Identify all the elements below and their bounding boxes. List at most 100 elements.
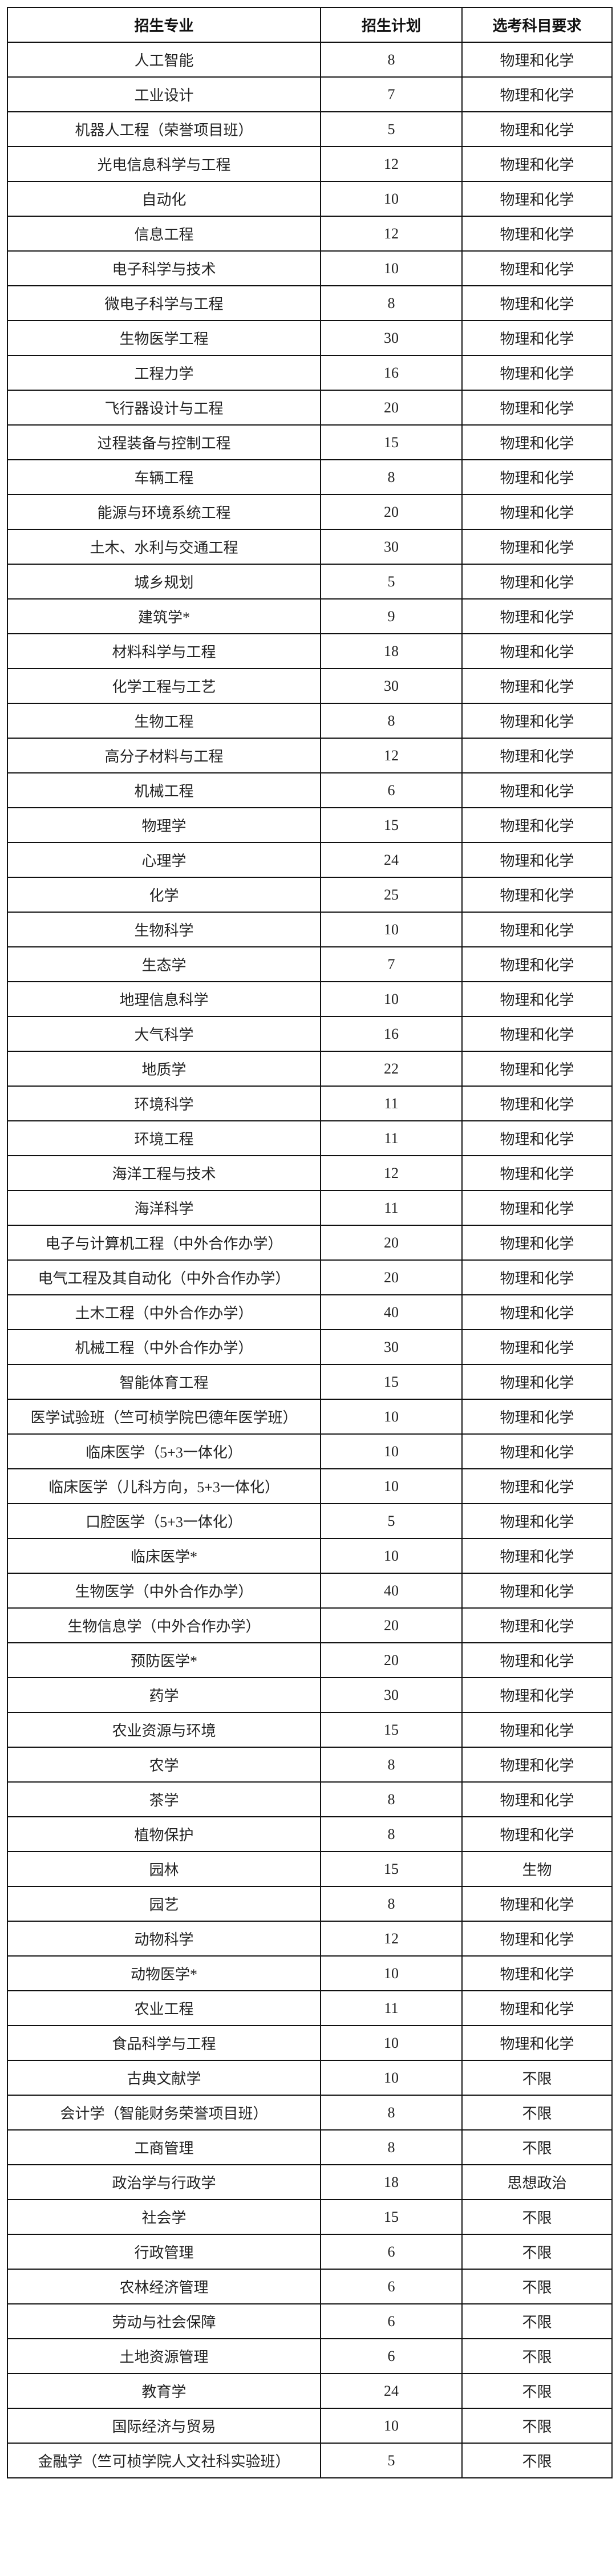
header-subject-requirement: 选考科目要求 [461, 7, 613, 43]
table-row: 化学工程与工艺 30 物理和化学 [7, 668, 613, 704]
table-row: 劳动与社会保障 6 不限 [7, 2303, 613, 2339]
cell-quota: 6 [320, 2303, 463, 2339]
cell-subject-requirement: 物理和化学 [461, 459, 613, 495]
table-row: 生物医学工程 30 物理和化学 [7, 320, 613, 356]
table-row: 教育学 24 不限 [7, 2373, 613, 2409]
header-major: 招生专业 [7, 7, 321, 43]
cell-major: 农学 [7, 1747, 321, 1783]
cell-quota: 6 [320, 2338, 463, 2374]
cell-major: 大气科学 [7, 1016, 321, 1052]
cell-quota: 12 [320, 1921, 463, 1957]
cell-major: 会计学（智能财务荣誉项目班） [7, 2095, 321, 2131]
table-row: 口腔医学（5+3一体化） 5 物理和化学 [7, 1503, 613, 1539]
cell-quota: 6 [320, 772, 463, 808]
cell-major: 电子科学与技术 [7, 250, 321, 286]
cell-quota: 5 [320, 111, 463, 147]
table-row: 大气科学 16 物理和化学 [7, 1016, 613, 1052]
table-row: 工业设计 7 物理和化学 [7, 76, 613, 112]
cell-major: 信息工程 [7, 216, 321, 252]
cell-major: 茶学 [7, 1781, 321, 1817]
cell-major: 城乡规划 [7, 564, 321, 600]
cell-subject-requirement: 物理和化学 [461, 842, 613, 878]
table-row: 微电子科学与工程 8 物理和化学 [7, 285, 613, 321]
cell-quota: 20 [320, 390, 463, 426]
table-row: 能源与环境系统工程 20 物理和化学 [7, 494, 613, 530]
cell-major: 动物医学* [7, 1955, 321, 1991]
cell-major: 教育学 [7, 2373, 321, 2409]
cell-major: 地质学 [7, 1051, 321, 1087]
cell-subject-requirement: 物理和化学 [461, 76, 613, 112]
cell-quota: 8 [320, 42, 463, 78]
table-row: 金融学（竺可桢学院人文社科实验班） 5 不限 [7, 2443, 613, 2478]
table-row: 机械工程（中外合作办学） 30 物理和化学 [7, 1329, 613, 1365]
cell-major: 高分子材料与工程 [7, 738, 321, 773]
table-row: 植物保护 8 物理和化学 [7, 1816, 613, 1852]
cell-quota: 15 [320, 807, 463, 843]
cell-major: 临床医学* [7, 1538, 321, 1574]
cell-subject-requirement: 物理和化学 [461, 1051, 613, 1087]
cell-quota: 24 [320, 842, 463, 878]
cell-subject-requirement: 物理和化学 [461, 564, 613, 600]
cell-major: 机械工程（中外合作办学） [7, 1329, 321, 1365]
cell-quota: 40 [320, 1573, 463, 1609]
cell-subject-requirement: 物理和化学 [461, 320, 613, 356]
cell-quota: 6 [320, 2269, 463, 2304]
table-row: 预防医学* 20 物理和化学 [7, 1642, 613, 1678]
cell-quota: 5 [320, 564, 463, 600]
table-row: 建筑学* 9 物理和化学 [7, 598, 613, 634]
cell-subject-requirement: 物理和化学 [461, 1712, 613, 1748]
table-row: 农学 8 物理和化学 [7, 1747, 613, 1783]
cell-major: 光电信息科学与工程 [7, 146, 321, 182]
cell-subject-requirement: 不限 [461, 2338, 613, 2374]
cell-subject-requirement: 不限 [461, 2408, 613, 2444]
table-row: 车辆工程 8 物理和化学 [7, 459, 613, 495]
table-row: 园林 15 生物 [7, 1851, 613, 1887]
cell-subject-requirement: 物理和化学 [461, 912, 613, 947]
cell-subject-requirement: 物理和化学 [461, 1781, 613, 1817]
cell-major: 人工智能 [7, 42, 321, 78]
table-row: 古典文献学 10 不限 [7, 2060, 613, 2096]
cell-subject-requirement: 物理和化学 [461, 494, 613, 530]
cell-subject-requirement: 物理和化学 [461, 807, 613, 843]
cell-subject-requirement: 物理和化学 [461, 1399, 613, 1435]
cell-major: 过程装备与控制工程 [7, 424, 321, 460]
cell-quota: 8 [320, 1781, 463, 1817]
cell-quota: 20 [320, 494, 463, 530]
cell-subject-requirement: 物理和化学 [461, 1816, 613, 1852]
cell-quota: 10 [320, 1955, 463, 1991]
cell-subject-requirement: 物理和化学 [461, 146, 613, 182]
cell-subject-requirement: 物理和化学 [461, 1642, 613, 1678]
table-row: 临床医学* 10 物理和化学 [7, 1538, 613, 1574]
cell-major: 自动化 [7, 181, 321, 217]
table-row: 高分子材料与工程 12 物理和化学 [7, 738, 613, 773]
cell-quota: 11 [320, 1990, 463, 2026]
cell-major: 临床医学（5+3一体化） [7, 1433, 321, 1469]
cell-major: 预防医学* [7, 1642, 321, 1678]
cell-quota: 12 [320, 146, 463, 182]
cell-major: 园艺 [7, 1886, 321, 1922]
table-row: 环境科学 11 物理和化学 [7, 1086, 613, 1121]
cell-subject-requirement: 物理和化学 [461, 1120, 613, 1156]
cell-subject-requirement: 物理和化学 [461, 355, 613, 391]
cell-subject-requirement: 物理和化学 [461, 1573, 613, 1609]
cell-quota: 11 [320, 1190, 463, 1226]
table-row: 光电信息科学与工程 12 物理和化学 [7, 146, 613, 182]
cell-major: 土地资源管理 [7, 2338, 321, 2374]
cell-quota: 12 [320, 216, 463, 252]
cell-major: 机械工程 [7, 772, 321, 808]
cell-subject-requirement: 物理和化学 [461, 1468, 613, 1504]
table-row: 机械工程 6 物理和化学 [7, 772, 613, 808]
table-row: 化学 25 物理和化学 [7, 877, 613, 913]
cell-subject-requirement: 物理和化学 [461, 1225, 613, 1261]
cell-major: 环境科学 [7, 1086, 321, 1121]
cell-subject-requirement: 物理和化学 [461, 877, 613, 913]
table-row: 生物信息学（中外合作办学） 20 物理和化学 [7, 1607, 613, 1643]
cell-quota: 15 [320, 1851, 463, 1887]
cell-major: 生物工程 [7, 703, 321, 739]
table-row: 茶学 8 物理和化学 [7, 1781, 613, 1817]
cell-subject-requirement: 生物 [461, 1851, 613, 1887]
cell-major: 农林经济管理 [7, 2269, 321, 2304]
cell-quota: 11 [320, 1086, 463, 1121]
cell-major: 心理学 [7, 842, 321, 878]
cell-major: 行政管理 [7, 2234, 321, 2270]
